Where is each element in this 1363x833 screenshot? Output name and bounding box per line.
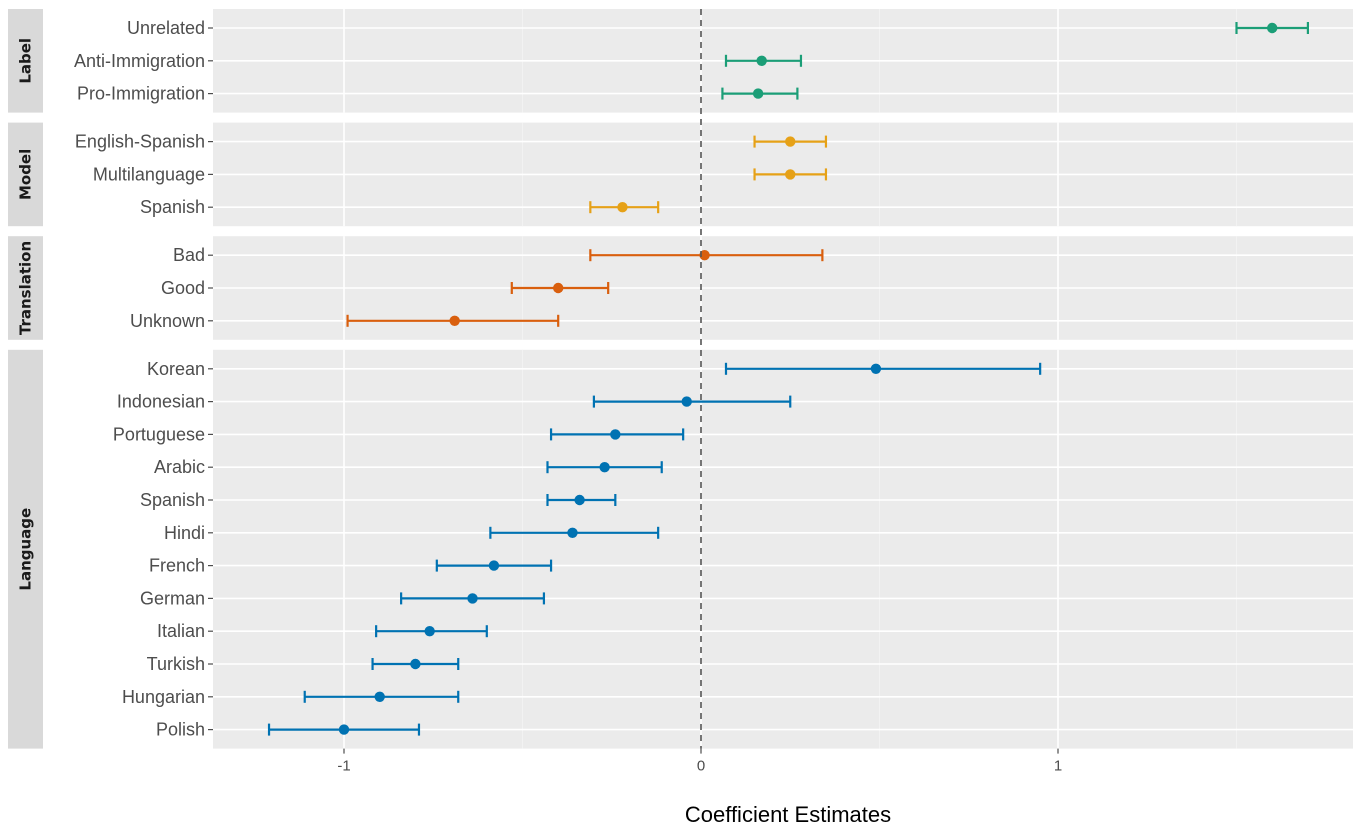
point-estimate-arabic: [599, 462, 610, 473]
point-estimate-hindi: [567, 527, 578, 538]
point-estimate-good: [553, 282, 564, 294]
point-estimate-anti-immigration: [756, 55, 767, 66]
y-tick-label-good: Good: [161, 278, 205, 298]
y-tick-label-polish: Polish: [156, 720, 205, 740]
x-tick-label: -1: [337, 758, 350, 775]
point-estimate-spanish: [617, 202, 628, 213]
strip-label-model: Model: [17, 149, 35, 200]
y-tick-label-hungarian: Hungarian: [122, 687, 205, 707]
point-estimate-multilanguage: [785, 169, 796, 180]
point-estimate-unrelated: [1267, 22, 1278, 34]
x-tick-label: 0: [697, 758, 705, 775]
y-tick-label-unknown: Unknown: [130, 311, 205, 331]
y-tick-label-bad: Bad: [173, 245, 205, 265]
y-tick-label-turkish: Turkish: [147, 654, 205, 674]
point-estimate-turkish: [410, 658, 421, 670]
y-tick-label-indonesian: Indonesian: [117, 392, 205, 412]
y-tick-label-italian: Italian: [157, 621, 205, 641]
y-tick-label-pro-immigration: Pro-Immigration: [77, 84, 205, 104]
y-tick-label-spanish: Spanish: [140, 490, 205, 510]
panel-model: Model English-Spanish Multilanguage Spanish: [8, 122, 1353, 227]
point-estimate-polish: [338, 724, 350, 735]
y-tick-label-spanish: Spanish: [140, 197, 205, 217]
y-tick-label-arabic: Arabic: [154, 457, 205, 477]
point-estimate-italian: [424, 626, 435, 637]
strip-translation: [8, 236, 43, 340]
y-tick-label-anti-immigration: Anti-Immigration: [74, 51, 205, 71]
y-tick-label-multilanguage: Multilanguage: [93, 164, 205, 184]
point-estimate-korean: [870, 363, 882, 374]
y-tick-label-unrelated: Unrelated: [127, 18, 205, 38]
y-tick-label-french: French: [149, 556, 205, 576]
point-estimate-spanish: [574, 494, 585, 506]
panel-label: Label Unrelated Anti-Immigration Pro-Immigr…: [8, 9, 1353, 113]
point-estimate-bad: [699, 250, 710, 261]
strip-label-translation: Translation: [17, 241, 35, 335]
point-estimate-unknown: [449, 315, 460, 326]
point-estimate-indonesian: [681, 396, 692, 407]
chart-panels: Label Unrelated Anti-Immigration Pro-Immigr…: [8, 9, 1353, 749]
point-estimate-german: [467, 593, 478, 604]
y-tick-label-portuguese: Portuguese: [113, 424, 205, 444]
point-estimate-hungarian: [374, 691, 385, 702]
point-estimate-english-spanish: [785, 136, 796, 147]
point-estimate-pro-immigration: [752, 88, 764, 99]
point-estimate-french: [488, 560, 500, 571]
x-axis-title: Coefficient Estimates: [685, 802, 891, 827]
panel-translation: Translation Bad Good Unknown: [8, 236, 1353, 340]
strip-model: [8, 122, 43, 227]
strip-label: [8, 9, 43, 113]
strip-language: [8, 349, 43, 749]
panel-background-language: [213, 349, 1353, 749]
y-tick-label-korean: Korean: [147, 359, 205, 379]
point-estimate-portuguese: [610, 429, 621, 440]
panel-language: Language Korean Indonesian Portuguese Arabic…: [8, 349, 1353, 749]
x-tick-label: 1: [1054, 758, 1062, 775]
x-axis: -1 0 1: [337, 748, 1062, 775]
strip-label-language: Language: [17, 508, 35, 591]
y-tick-label-german: German: [140, 588, 205, 608]
y-tick-label-english-spanish: English-Spanish: [75, 132, 205, 152]
strip-label-label: Label: [17, 38, 35, 84]
y-tick-label-hindi: Hindi: [164, 523, 205, 543]
